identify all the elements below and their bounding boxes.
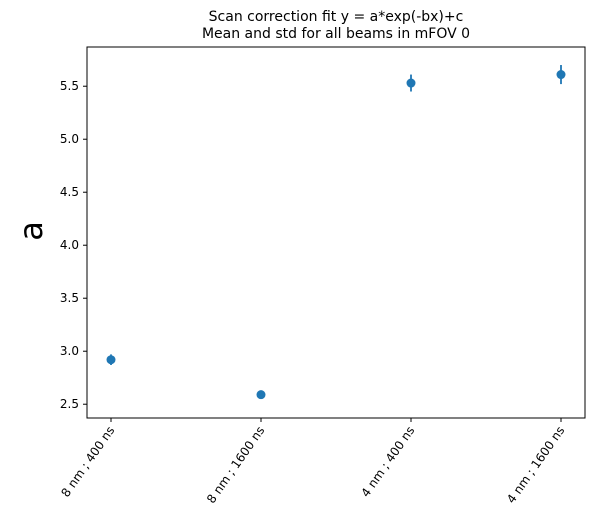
data-point xyxy=(406,78,416,88)
data-point xyxy=(106,355,116,365)
y-tick-label: 2.5 xyxy=(60,397,79,411)
y-tick-label: 5.0 xyxy=(60,132,79,146)
plot-frame xyxy=(86,46,586,419)
chart-title: Scan correction fit y = a*exp(-bx)+c xyxy=(209,9,464,25)
y-axis-label: a xyxy=(12,221,50,241)
y-tick-label: 3.0 xyxy=(60,344,79,358)
y-tick-label: 4.5 xyxy=(60,185,79,199)
x-tick-label: 8 nm ; 1600 ns xyxy=(204,424,267,506)
x-tick-label: 4 nm ; 1600 ns xyxy=(504,424,567,506)
data-point xyxy=(256,390,266,400)
y-tick-label: 4.0 xyxy=(60,238,79,252)
y-tick-label: 5.5 xyxy=(60,79,79,93)
x-tick-label: 8 nm ; 400 ns xyxy=(58,424,117,500)
y-tick-label: 3.5 xyxy=(60,291,79,305)
chart-subtitle: Mean and std for all beams in mFOV 0 xyxy=(202,26,470,42)
x-tick-label: 4 nm ; 400 ns xyxy=(358,424,417,500)
data-point xyxy=(556,70,566,80)
